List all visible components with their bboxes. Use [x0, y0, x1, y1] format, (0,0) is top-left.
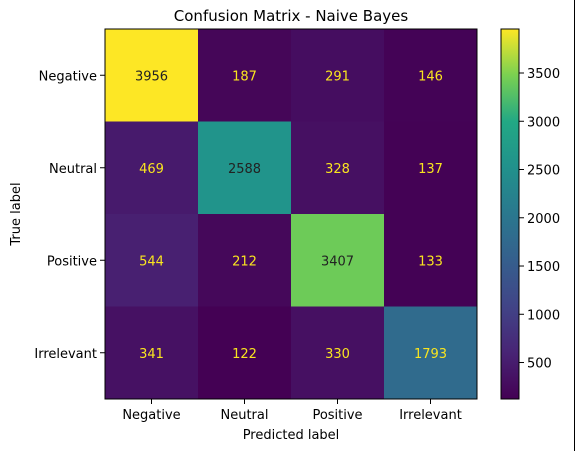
- x-tick-label: Irrelevant: [399, 408, 462, 423]
- y-axis-ticks: Negative Neutral Positive Irrelevant: [34, 69, 105, 362]
- y-axis-label: True label: [9, 182, 24, 246]
- heatmap-cell: [291, 214, 385, 307]
- x-axis-ticks: Negative Neutral Positive Irrelevant: [122, 399, 462, 423]
- heatmap-cell: [198, 306, 292, 400]
- x-axis-label: Predicted label: [243, 428, 340, 443]
- y-tick-label: Positive: [47, 254, 97, 269]
- heatmap-cell: [291, 306, 385, 400]
- colorbar-tick-label: 3000: [527, 115, 560, 130]
- heatmap-cell: [384, 306, 478, 400]
- colorbar-tick-label: 1500: [527, 260, 560, 275]
- cell-value-label: 122: [232, 347, 257, 362]
- cell-value-label: 187: [232, 69, 257, 84]
- cell-value-label: 146: [418, 69, 443, 84]
- heatmap-cell: [105, 121, 199, 215]
- cell-value-label: 3956: [135, 69, 168, 84]
- heatmap-cell: [105, 214, 199, 307]
- colorbar-ticks: 500 1000 1500 2000 2500 3000 3500: [519, 67, 560, 372]
- cell-value-label: 137: [418, 162, 443, 177]
- cell-value-labels: 3956 187 291 146 469 2588 328 137 544 212 3407 133 3…: [135, 69, 447, 362]
- heatmap-cell: [384, 214, 478, 307]
- cell-value-label: 212: [232, 254, 257, 269]
- cell-value-label: 3407: [321, 254, 354, 269]
- colorbar-tick-label: 500: [527, 357, 552, 372]
- cell-value-label: 469: [139, 162, 164, 177]
- colorbar: [500, 28, 520, 400]
- heatmap-cell: [384, 29, 478, 122]
- cell-value-label: 341: [139, 347, 164, 362]
- colorbar-tick-label: 2000: [527, 212, 560, 227]
- colorbar-tick-label: 2500: [527, 164, 560, 179]
- x-tick-label: Positive: [312, 408, 362, 423]
- colorbar-tick-label: 3500: [527, 67, 560, 82]
- y-tick-label: Irrelevant: [34, 347, 97, 362]
- colorbar-tick-label: 1000: [527, 308, 560, 323]
- cell-value-label: 328: [325, 162, 350, 177]
- cell-value-label: 133: [418, 254, 443, 269]
- heatmap-cell: [384, 121, 478, 215]
- heatmap-cell: [198, 29, 292, 122]
- x-tick-label: Neutral: [221, 408, 269, 423]
- plot-frame: [104, 28, 478, 400]
- cell-value-label: 544: [139, 254, 164, 269]
- cell-value-label: 1793: [414, 347, 447, 362]
- heatmap-cell: [291, 29, 385, 122]
- heatmap-cells: [105, 29, 478, 400]
- heatmap-cell: [105, 29, 199, 122]
- y-tick-label: Neutral: [49, 162, 97, 177]
- cell-value-label: 2588: [228, 162, 261, 177]
- chart-title: Confusion Matrix - Naive Bayes: [174, 7, 409, 25]
- heatmap-cell: [291, 121, 385, 215]
- heatmap-cell: [105, 306, 199, 400]
- heatmap-cell: [198, 214, 292, 307]
- y-tick-label: Negative: [39, 69, 97, 84]
- x-tick-label: Negative: [122, 408, 180, 423]
- cell-value-label: 330: [325, 347, 350, 362]
- cell-value-label: 291: [325, 69, 350, 84]
- heatmap-cell: [198, 121, 292, 215]
